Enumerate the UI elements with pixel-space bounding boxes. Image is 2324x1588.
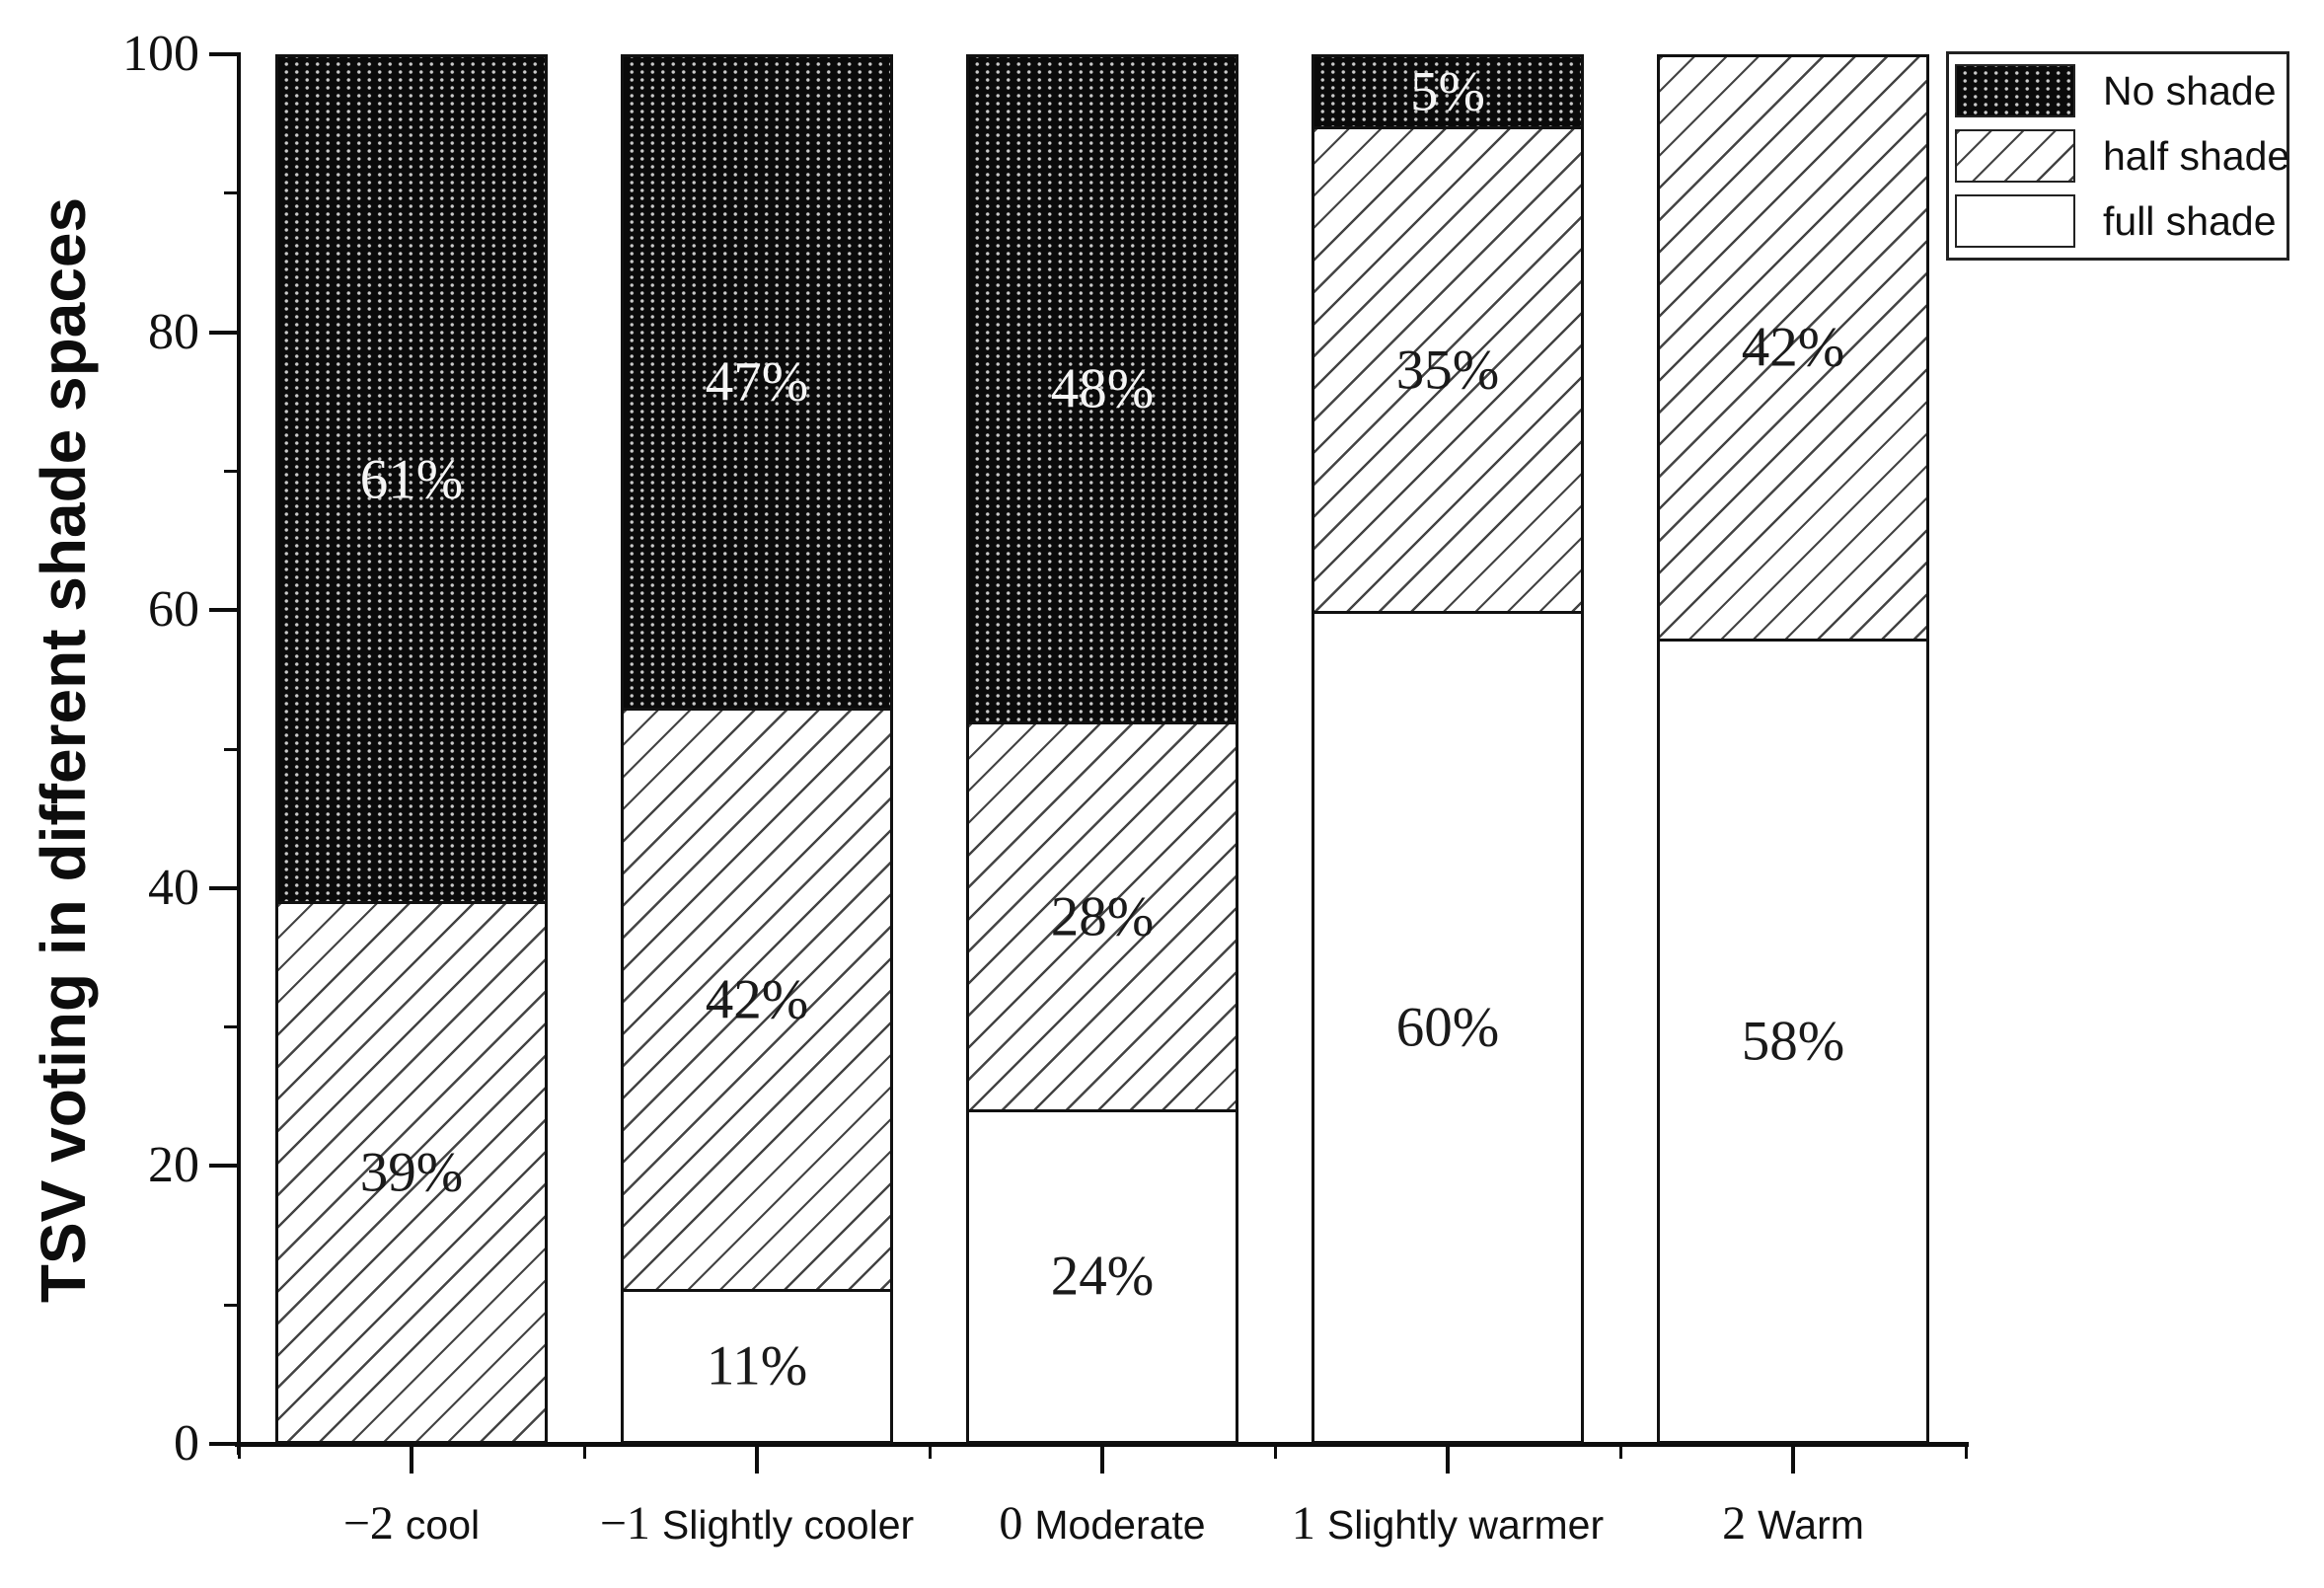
bar-segment-half-shade: 35% bbox=[1314, 126, 1581, 611]
legend-swatch-half-shade bbox=[1955, 129, 2075, 183]
y-major-tick bbox=[209, 330, 239, 335]
x-category-label: 2 Warm bbox=[1517, 1496, 2069, 1550]
legend-swatch-no-shade bbox=[1955, 64, 2075, 117]
x-minor-tick bbox=[237, 1444, 241, 1459]
y-major-tick bbox=[209, 52, 239, 56]
x-major-tick bbox=[1446, 1444, 1450, 1474]
bar-segment-label: 42% bbox=[705, 968, 809, 1031]
y-minor-tick bbox=[224, 469, 239, 473]
x-category-word: Slightly warmer bbox=[1326, 1502, 1605, 1548]
y-major-tick bbox=[209, 1164, 239, 1169]
x-category-value: 2 bbox=[1722, 1497, 1747, 1550]
x-category-value: 0 bbox=[999, 1497, 1023, 1550]
bar-segment-no-shade: 48% bbox=[969, 57, 1236, 721]
x-category-word: Slightly cooler bbox=[661, 1502, 915, 1548]
y-minor-tick bbox=[224, 1303, 239, 1307]
bar-segment-full-shade: 60% bbox=[1314, 610, 1581, 1441]
y-minor-tick bbox=[224, 1025, 239, 1029]
bar-segment-full-shade: 58% bbox=[1660, 638, 1926, 1441]
bar-segment-label: 60% bbox=[1395, 996, 1500, 1059]
x-major-tick bbox=[410, 1444, 413, 1474]
bar-segment-label: 39% bbox=[359, 1141, 464, 1204]
x-major-tick bbox=[1791, 1444, 1795, 1474]
y-tick-label: 40 bbox=[148, 859, 199, 916]
legend-label: No shade bbox=[2103, 67, 2277, 113]
x-major-tick bbox=[755, 1444, 759, 1474]
legend-swatch-full-shade bbox=[1955, 194, 2075, 248]
bar-segment-label: 28% bbox=[1050, 885, 1155, 948]
bar: 39% 61% bbox=[275, 54, 548, 1444]
y-tick-label: 20 bbox=[148, 1137, 199, 1194]
bar: 58% 42% bbox=[1657, 54, 1929, 1444]
y-tick-label: 80 bbox=[148, 303, 199, 360]
bar-segment-half-shade: 42% bbox=[624, 707, 890, 1289]
x-major-tick bbox=[1100, 1444, 1104, 1474]
bar-segment-label: 11% bbox=[706, 1334, 808, 1398]
x-category-label: 1 Slightly warmer bbox=[1171, 1496, 1724, 1550]
bar-segment-label: 5% bbox=[1410, 60, 1485, 123]
x-category-word: cool bbox=[405, 1502, 481, 1548]
legend-label: half shade bbox=[2103, 132, 2290, 179]
x-category-value: 1 bbox=[1291, 1497, 1315, 1550]
bar-segment-half-shade: 28% bbox=[969, 720, 1236, 1109]
bar-segment-no-shade: 47% bbox=[624, 57, 890, 708]
x-category-word: Moderate bbox=[1034, 1502, 1206, 1548]
y-major-tick bbox=[209, 1442, 239, 1446]
bar-segment-label: 58% bbox=[1741, 1010, 1845, 1073]
x-minor-tick bbox=[928, 1444, 932, 1459]
bar-segment-label: 24% bbox=[1050, 1245, 1155, 1308]
y-major-tick bbox=[209, 608, 239, 613]
bar-segment-full-shade: 11% bbox=[624, 1288, 890, 1441]
bar-segment-label: 47% bbox=[705, 350, 809, 414]
y-tick-label: 60 bbox=[148, 581, 199, 639]
bar: 60% 35% 5% bbox=[1312, 54, 1584, 1444]
bar-segment-half-shade: 42% bbox=[1660, 57, 1926, 639]
x-category-word: Warm bbox=[1758, 1502, 1864, 1548]
y-minor-tick bbox=[224, 191, 239, 195]
y-minor-tick bbox=[224, 747, 239, 751]
bar-segment-label: 48% bbox=[1050, 357, 1155, 420]
legend-item: half shade bbox=[1955, 123, 2289, 189]
x-minor-tick bbox=[1964, 1444, 1968, 1459]
x-category-label: −2 cool bbox=[135, 1496, 688, 1550]
y-tick-label: 0 bbox=[174, 1415, 199, 1472]
x-category-value: −2 bbox=[342, 1497, 394, 1550]
x-minor-tick bbox=[1273, 1444, 1277, 1459]
x-category-label: −1 Slightly cooler bbox=[481, 1496, 1033, 1550]
x-category-label: 0 Moderate bbox=[826, 1496, 1379, 1550]
bar-segment-label: 35% bbox=[1395, 339, 1500, 402]
x-category-value: −1 bbox=[599, 1497, 650, 1550]
x-minor-tick bbox=[1618, 1444, 1622, 1459]
x-minor-tick bbox=[582, 1444, 586, 1459]
legend-label: full shade bbox=[2103, 197, 2277, 244]
y-major-tick bbox=[209, 885, 239, 890]
bar-segment-no-shade: 5% bbox=[1314, 57, 1581, 127]
legend-item: full shade bbox=[1955, 189, 2281, 254]
bar-segment-half-shade: 39% bbox=[278, 901, 545, 1441]
bar-segment-label: 61% bbox=[359, 448, 464, 511]
legend-item: No shade bbox=[1955, 58, 2281, 123]
bar: 24% 28% 48% bbox=[966, 54, 1238, 1444]
bar-segment-full-shade: 24% bbox=[969, 1108, 1236, 1441]
y-tick-label: 100 bbox=[122, 26, 199, 82]
bar: 11% 42% 47% bbox=[621, 54, 893, 1444]
legend: No shade half shade full shade bbox=[1946, 51, 2289, 261]
bar-segment-no-shade: 61% bbox=[278, 57, 545, 902]
y-axis-line bbox=[237, 52, 241, 1455]
bar-segment-label: 42% bbox=[1741, 316, 1845, 379]
